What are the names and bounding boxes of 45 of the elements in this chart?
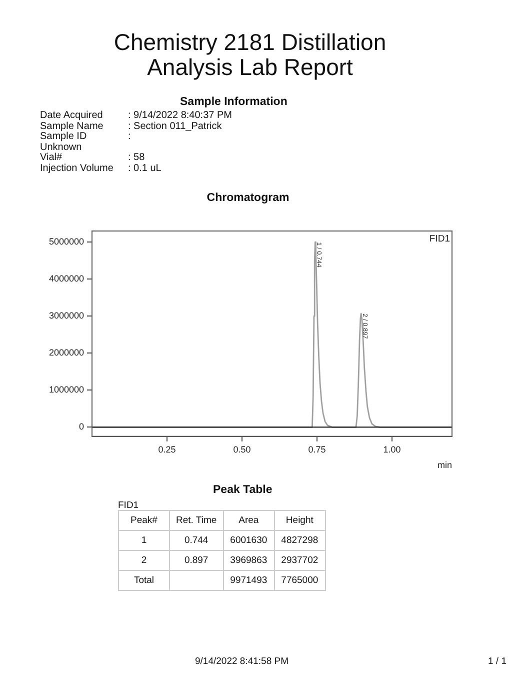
text: Vial# (40, 152, 64, 164)
text: FID1 (118, 500, 139, 511)
text: 1 / 1 (488, 656, 506, 667)
text: Date Acquired (40, 110, 104, 122)
text: Height (274, 510, 326, 530)
x-tick-label: 0.75 (308, 444, 326, 454)
text: Total (118, 570, 170, 590)
text: 9971493 (223, 570, 274, 590)
chart-title: Chemistry 2181 Distillation Analysis Lab Report (112, 29, 388, 80)
text: : (128, 131, 132, 142)
chart-subtitle: Chromatogram (206, 192, 290, 204)
x-axis-title: min (437, 460, 452, 470)
text: Sample Information (180, 96, 288, 108)
y-tick-label: 1000000 (48, 384, 84, 395)
text: Area (223, 510, 274, 530)
text: 4827298 (274, 530, 326, 550)
text: Sample Name (40, 120, 104, 132)
x-tick-label: 0.50 (233, 444, 251, 454)
text: Injection Volume (40, 162, 114, 174)
text: 9/14/2022 8:41:58 PM (195, 656, 288, 667)
text: : 0.1 uL (128, 162, 162, 174)
x-tick-label: 0.25 (158, 444, 176, 454)
text: : 58 (128, 152, 146, 164)
text: Ret. Time (170, 510, 224, 530)
y-tick-label: 2000000 (48, 348, 84, 358)
y-tick-label: 5000000 (48, 236, 84, 247)
text: 6001630 (223, 530, 274, 550)
text: Sample ID (40, 131, 88, 142)
text: 2937702 (274, 550, 326, 570)
text: Unknown (40, 142, 83, 152)
text: Peak# (118, 510, 170, 530)
text: : 9/14/2022 8:40:37 PM (128, 110, 233, 122)
x-tick-label: 1.00 (383, 444, 401, 454)
text: 0.897 (170, 550, 224, 570)
text: 0.744 (170, 530, 224, 550)
annotation: FID1 (429, 233, 450, 244)
y-tick-label: 0 (78, 422, 84, 432)
y-tick-label: 4000000 (48, 274, 84, 284)
text: 3969863 (223, 550, 274, 570)
text: Peak Table (213, 484, 272, 496)
y-tick-label: 3000000 (48, 310, 84, 321)
text: 2 (118, 550, 170, 570)
text: 1 (118, 530, 170, 550)
text: 7765000 (274, 570, 326, 590)
text: : Section 011_Patrick (128, 120, 223, 132)
